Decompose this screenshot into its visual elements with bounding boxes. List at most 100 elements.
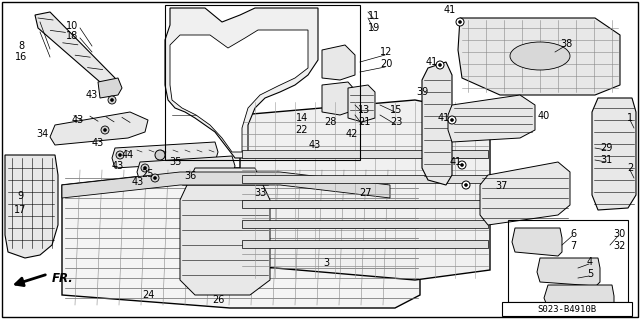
Text: 20: 20 [380, 59, 392, 69]
Circle shape [461, 164, 463, 167]
Circle shape [155, 150, 165, 160]
Text: 8: 8 [18, 41, 24, 51]
Text: 18: 18 [66, 31, 78, 41]
Circle shape [436, 61, 444, 69]
Text: 22: 22 [296, 125, 308, 135]
Polygon shape [112, 142, 218, 168]
Text: 26: 26 [212, 295, 224, 305]
Polygon shape [242, 240, 488, 248]
Circle shape [154, 176, 157, 180]
Text: 24: 24 [142, 290, 154, 300]
Text: 17: 17 [14, 205, 26, 215]
Polygon shape [35, 12, 118, 96]
Bar [165, 5, 360, 160]
Polygon shape [242, 220, 488, 228]
Polygon shape [98, 78, 122, 98]
Text: 41: 41 [426, 57, 438, 67]
Text: 6: 6 [570, 229, 576, 239]
Polygon shape [537, 258, 600, 286]
Circle shape [151, 174, 159, 182]
Text: 11: 11 [368, 11, 380, 21]
Polygon shape [170, 30, 308, 152]
Ellipse shape [510, 42, 570, 70]
Text: 44: 44 [122, 150, 134, 160]
Text: 43: 43 [92, 138, 104, 148]
Text: FR.: FR. [52, 271, 74, 285]
Circle shape [462, 181, 470, 189]
Text: 41: 41 [444, 5, 456, 15]
Text: 2: 2 [627, 163, 633, 173]
Text: 29: 29 [600, 143, 612, 153]
Text: S023-B4910B: S023-B4910B [538, 306, 596, 315]
Text: 12: 12 [380, 47, 392, 57]
Polygon shape [5, 155, 58, 258]
Circle shape [111, 99, 113, 101]
Circle shape [104, 129, 106, 131]
Polygon shape [592, 98, 636, 210]
Polygon shape [322, 82, 355, 115]
Text: 43: 43 [86, 90, 98, 100]
Text: 7: 7 [570, 241, 576, 251]
Text: 21: 21 [358, 117, 370, 127]
Bar [508, 220, 628, 302]
Circle shape [456, 18, 464, 26]
Polygon shape [458, 18, 620, 95]
Text: 30: 30 [613, 229, 625, 239]
Circle shape [448, 116, 456, 124]
Circle shape [143, 167, 147, 169]
Circle shape [118, 153, 122, 157]
Text: 33: 33 [254, 188, 266, 198]
Text: 42: 42 [346, 129, 358, 139]
Circle shape [116, 151, 124, 159]
Text: 43: 43 [309, 140, 321, 150]
Polygon shape [422, 62, 452, 185]
Circle shape [438, 63, 442, 66]
Text: 16: 16 [15, 52, 27, 62]
Polygon shape [165, 8, 318, 158]
Bar [502, 302, 632, 316]
Text: 35: 35 [170, 157, 182, 167]
Text: 41: 41 [438, 113, 450, 123]
Text: 43: 43 [112, 161, 124, 171]
Text: 3: 3 [323, 258, 329, 268]
Text: 39: 39 [416, 87, 428, 97]
Circle shape [451, 118, 454, 122]
Text: 14: 14 [296, 113, 308, 123]
Circle shape [458, 20, 461, 24]
Text: 43: 43 [72, 115, 84, 125]
Polygon shape [137, 156, 235, 182]
Circle shape [101, 126, 109, 134]
Text: 4: 4 [587, 257, 593, 267]
Polygon shape [62, 172, 390, 198]
Text: 36: 36 [184, 171, 196, 181]
Text: 23: 23 [390, 117, 402, 127]
Text: 27: 27 [360, 188, 372, 198]
Circle shape [108, 96, 116, 104]
Text: 43: 43 [132, 177, 144, 187]
Text: 32: 32 [613, 241, 625, 251]
Polygon shape [348, 85, 375, 122]
Text: 37: 37 [496, 181, 508, 191]
Text: 41: 41 [450, 157, 462, 167]
Polygon shape [50, 112, 148, 145]
Text: 25: 25 [141, 169, 154, 179]
Text: 38: 38 [560, 39, 572, 49]
Polygon shape [180, 168, 270, 295]
Polygon shape [448, 95, 535, 142]
Text: 15: 15 [390, 105, 402, 115]
Polygon shape [512, 228, 562, 256]
Text: 34: 34 [36, 129, 48, 139]
Text: 13: 13 [358, 105, 370, 115]
Polygon shape [62, 168, 420, 308]
Polygon shape [242, 200, 488, 208]
Polygon shape [240, 100, 490, 280]
Text: 1: 1 [627, 113, 633, 123]
Text: 19: 19 [368, 23, 380, 33]
Circle shape [141, 164, 149, 172]
Text: 28: 28 [324, 117, 336, 127]
Text: 10: 10 [66, 21, 78, 31]
Polygon shape [242, 175, 488, 183]
Polygon shape [242, 150, 488, 158]
Text: 5: 5 [587, 269, 593, 279]
Polygon shape [322, 45, 355, 80]
